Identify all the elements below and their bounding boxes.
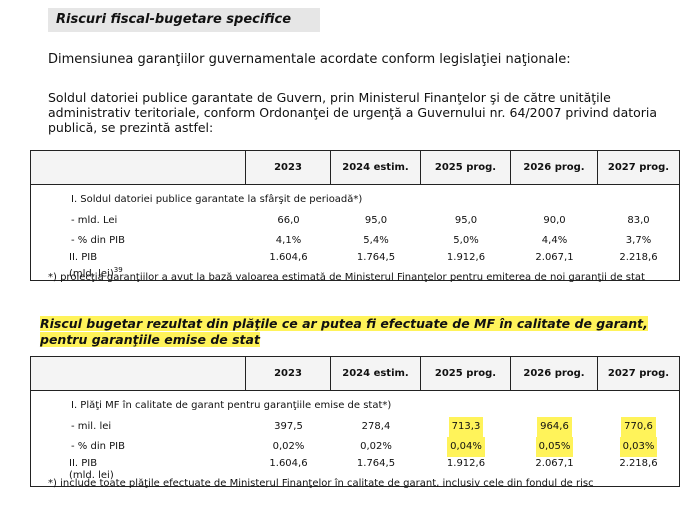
cell-value: 0,02% — [360, 441, 392, 452]
data-row: - % din PIB 4,1% 5,4% 5,0% 4,4% 3,7% — [31, 231, 679, 251]
header-row: 2023 2024 estim. 2025 prog. 2026 prog. 2027 … — [31, 357, 679, 391]
cell: 1.764,5 — [356, 458, 396, 469]
cell: 1.764,5 — [356, 252, 396, 263]
cell: 95,0 — [421, 211, 511, 231]
column-header: 2026 prog. — [511, 151, 598, 185]
cell: 4,4% — [511, 231, 598, 251]
cell-value: 770,6 — [621, 417, 656, 437]
cell: 2.067,1 — [535, 252, 574, 263]
cell-value: 0,05% — [535, 437, 574, 457]
cell: 2.067,1 — [535, 458, 574, 469]
cell: 0,05% — [511, 437, 598, 457]
table: 2023 2024 estim. 2025 prog. 2026 prog. 2027 … — [30, 356, 680, 487]
cell: 964,6 — [511, 417, 598, 437]
section-row: I. Plăţi MF în calitate de garant pentru… — [71, 400, 392, 411]
cell-value: 95,0 — [364, 215, 388, 226]
cell: 66,0 — [246, 211, 331, 231]
data-row: - % din PIB 0,02% 0,02% 0,04% 0,05% 0,03% — [31, 437, 679, 457]
cell: 4,1% — [246, 231, 331, 251]
cell: 0,04% — [421, 437, 511, 457]
row-label: - mld. Lei — [71, 215, 118, 226]
cell: 397,5 — [246, 417, 331, 437]
cell: 2.218,6 — [619, 252, 658, 263]
footnote: *) proiecţia garanţiilor a avut la bază … — [48, 272, 645, 283]
cell-value: 5,0% — [453, 235, 479, 246]
pib-row: II. PIB (mld. lei)39 1.604,6 1.764,5 1.912,6… — [31, 251, 679, 280]
section-row: I. Soldul datoriei publice garantate la … — [71, 194, 363, 205]
cell-value: 397,5 — [274, 421, 303, 432]
row-label: - % din PIB — [71, 441, 125, 452]
column-header: 2023 — [246, 151, 331, 185]
section-title: Riscuri fiscal-bugetare specifice — [48, 8, 320, 32]
header-row: 2023 2024 estim. 2025 prog. 2026 prog. 2027 … — [31, 151, 679, 185]
cell: 770,6 — [598, 417, 679, 437]
cell-value: 5,4% — [363, 235, 389, 246]
note-ref: 39 — [113, 266, 123, 274]
cell-value: 4,1% — [275, 235, 302, 246]
data-row: - mil. lei 397,5 278,4 713,3 964,6 770,6 — [31, 417, 679, 437]
cell-value: 0,03% — [619, 437, 658, 457]
heading-text: Riscul bugetar rezultat din plăţile ce a… — [40, 316, 648, 347]
cell: 90,0 — [511, 211, 598, 231]
cell-value: 0,04% — [447, 437, 485, 457]
cell: 3,7% — [598, 231, 679, 251]
pib-label: II. PIB — [69, 252, 98, 263]
header-cell — [31, 357, 246, 391]
column-header: 2024 estim. — [331, 151, 421, 185]
cell-value: 0,02% — [272, 441, 305, 452]
cell-value: 66,0 — [277, 215, 300, 226]
column-header: 2023 — [246, 357, 331, 391]
column-header: 2025 prog. — [421, 357, 511, 391]
cell-value: 713,3 — [448, 417, 484, 437]
pib-label: II. PIB — [69, 458, 98, 469]
cell-value: 964,6 — [537, 417, 572, 437]
cell: 1.912,6 — [446, 458, 486, 469]
pib-sublabel: (mld. lei) — [69, 470, 114, 481]
column-header: 2027 prog. — [598, 151, 679, 185]
cell: 0,02% — [246, 437, 331, 457]
row-label: II. PIB (mld. lei)39 — [31, 252, 246, 280]
cell: 1.912,6 — [446, 252, 486, 263]
cell: 0,02% — [331, 437, 421, 457]
cell-value: 4,4% — [541, 235, 568, 246]
row-label: II. PIB (mld. lei) — [31, 458, 246, 486]
cell-value: 83,0 — [627, 215, 650, 226]
column-header: 2025 prog. — [421, 151, 511, 185]
cell: 0,03% — [598, 437, 679, 457]
table: 2023 2024 estim. 2025 prog. 2026 prog. 2027 … — [30, 150, 680, 281]
highlight-heading: Riscul bugetar rezultat din plăţile ce a… — [40, 316, 680, 348]
cell: 713,3 — [421, 417, 511, 437]
paragraph: Soldul datoriei publice garantate de Guv… — [48, 90, 658, 135]
cell-value: 278,4 — [361, 421, 391, 432]
cell: 5,4% — [331, 231, 421, 251]
cell: 2.218,6 — [619, 458, 658, 469]
cell-value: 90,0 — [543, 215, 566, 226]
cell: 278,4 — [331, 417, 421, 437]
row-label: - % din PIB — [71, 235, 125, 246]
pib-sublabel: (mld. lei) — [69, 268, 114, 280]
intro: Dimensiunea garanţiilor guvernamentale a… — [48, 52, 571, 67]
cell: 1.604,6 — [269, 252, 308, 263]
data-row: - mld. Lei 66,0 95,0 95,0 90,0 83,0 — [31, 211, 679, 231]
cell: 95,0 — [331, 211, 421, 231]
column-header: 2027 prog. — [598, 357, 679, 391]
header-cell — [31, 151, 246, 185]
cell: 83,0 — [598, 211, 679, 231]
footnote: *) include toate plăţile efectuate de Mi… — [48, 478, 594, 489]
pib-row: II. PIB (mld. lei) 1.604,6 1.764,5 1.912,6 2.… — [31, 457, 679, 486]
cell-value: 3,7% — [625, 235, 652, 246]
column-header: 2026 prog. — [511, 357, 598, 391]
column-header: 2024 estim. — [331, 357, 421, 391]
cell: 5,0% — [421, 231, 511, 251]
cell-value: 95,0 — [454, 215, 478, 226]
row-label: - mil. lei — [71, 421, 112, 432]
cell: 1.604,6 — [269, 458, 308, 469]
